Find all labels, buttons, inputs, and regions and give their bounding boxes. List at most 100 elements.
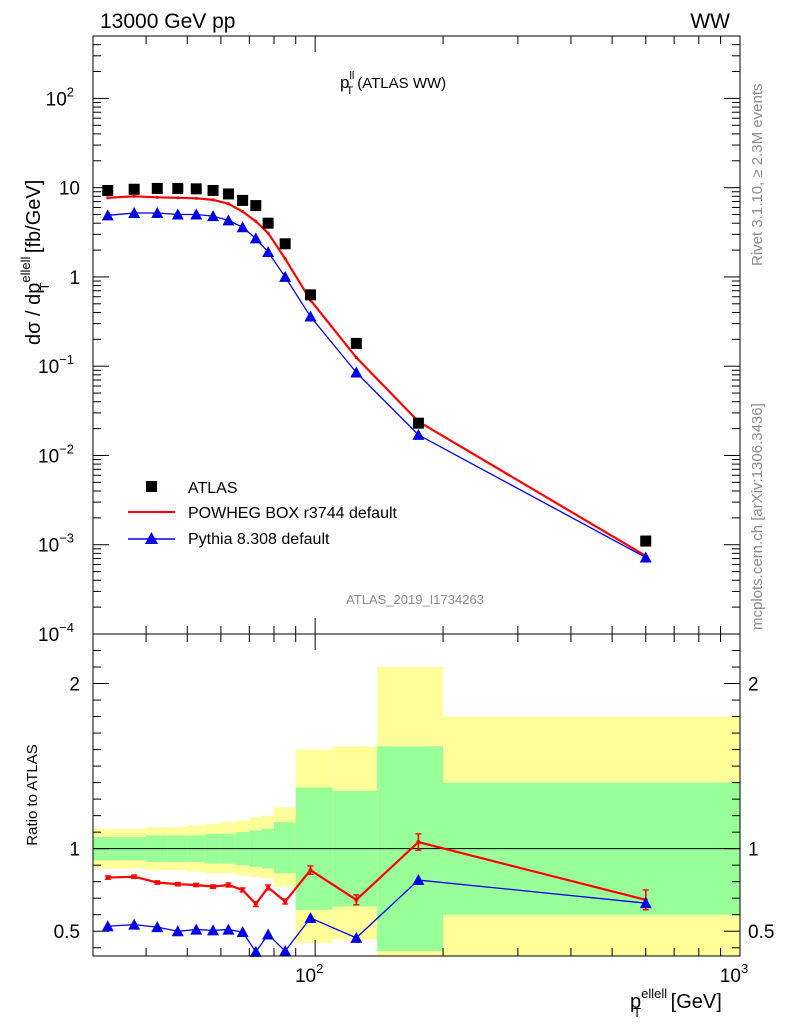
watermark: ATLAS_2019_I1734263: [346, 592, 484, 607]
legend-marker-atlas: [146, 481, 157, 492]
pythia-point: [350, 366, 363, 378]
x-tick-label: 103: [720, 961, 748, 987]
pythia-ratio-point: [639, 897, 652, 909]
powheg-point: [106, 196, 110, 200]
powheg-point: [211, 198, 215, 202]
pythia-ratio-point: [304, 912, 317, 924]
powheg-point: [132, 194, 136, 198]
pythia-point: [249, 232, 262, 244]
powheg-ratio-point: [308, 868, 313, 873]
powheg-point: [241, 209, 245, 214]
legend-label-pythia: Pythia 8.308 default: [188, 531, 330, 548]
pythia-ratio-point: [128, 918, 141, 930]
pythia-point: [171, 208, 184, 220]
atlas-point: [207, 184, 219, 196]
legend: ATLAS POWHEG BOX r3744 default Pythia 8.…: [128, 480, 398, 548]
powheg-ratio-point: [155, 880, 160, 885]
atlas-point: [250, 200, 262, 212]
powheg-ratio-point: [211, 884, 216, 889]
powheg-ratio-point: [194, 882, 199, 887]
powheg-point: [266, 231, 270, 235]
bottom-y-tick-label-left: 1: [69, 840, 80, 861]
pythia-ratio-point: [279, 945, 292, 957]
powheg-ratio-point: [132, 874, 137, 879]
pythia-ratio-point: [151, 921, 164, 933]
top-y-tick-label: 10−1: [38, 352, 74, 378]
atlas-point: [304, 289, 316, 301]
pythia-ratio-point: [236, 926, 249, 938]
pythia-point: [151, 207, 164, 219]
legend-label-powheg: POWHEG BOX r3744 default: [188, 505, 398, 522]
powheg-point: [194, 196, 198, 200]
header-left: 13000 GeV pp: [100, 10, 235, 33]
atlas-point: [640, 535, 652, 547]
pythia-point: [128, 207, 141, 219]
pythia-ratio-point: [171, 925, 184, 937]
powheg-point: [176, 196, 180, 200]
bottom-series: [101, 833, 652, 957]
pythia-ratio-point: [222, 923, 235, 935]
atlas-point: [172, 182, 184, 194]
atlas-point: [412, 417, 424, 429]
powheg-point: [354, 355, 358, 360]
atlas-point: [279, 238, 291, 250]
powheg-ratio-point: [175, 882, 180, 887]
top-y-tick-label: 10−3: [38, 531, 74, 557]
pythia-ratio-point: [190, 923, 203, 935]
powheg-ratio-point: [266, 885, 271, 890]
top-y-tick-label: 102: [46, 84, 74, 110]
powheg-ratio-point: [416, 840, 421, 845]
pythia-ratio-point: [249, 945, 262, 957]
atlas-point: [151, 182, 163, 194]
x-tick-labels: 102 103: [295, 961, 748, 987]
pythia-point: [279, 270, 292, 282]
bottom-y-axis-label: Ratio to ATLAS: [24, 744, 41, 845]
x-axis-label: pellell T [GeV]: [630, 986, 722, 1020]
rivet-label: Rivet 3.1.10, ≥ 2.3M events: [749, 84, 766, 267]
plot-title: pll T (ATLAS WW): [340, 70, 446, 97]
pythia-point: [639, 551, 652, 563]
uncertainty-bands: [93, 667, 740, 956]
bottom-y-tick-label-right: 0.5: [748, 922, 774, 943]
top-y-tick-label: 10: [59, 179, 80, 200]
x-tick-label: 102: [295, 961, 323, 987]
pythia-point: [236, 221, 249, 233]
powheg-ratio-point: [226, 882, 231, 887]
bottom-y-tick-label-left: 2: [69, 675, 80, 696]
pythia-ratio-point: [207, 924, 220, 936]
powheg-point: [254, 219, 258, 223]
header-right: WW: [690, 10, 730, 33]
pythia-point: [101, 209, 114, 221]
atlas-point: [190, 183, 202, 195]
atlas-point: [262, 217, 274, 229]
bottom-y-tick-labels: 0.5 0.5 1 1 2 2: [54, 675, 775, 944]
powheg-point: [226, 202, 231, 206]
bottom-panel-frame: [92, 633, 741, 957]
top-axis-ticks: [92, 35, 741, 635]
pythia-point: [222, 214, 235, 226]
atlas-point: [222, 188, 234, 200]
top-y-tick-labels: 10−4 10−3 10−2 10−1 1 10 102: [38, 84, 80, 646]
bottom-y-tick-label-left: 0.5: [54, 922, 80, 943]
top-y-tick-label: 1: [69, 268, 80, 289]
legend-label-atlas: ATLAS: [188, 480, 238, 497]
bottom-y-tick-label-right: 1: [748, 840, 759, 861]
top-y-tick-label: 10−4: [38, 620, 74, 646]
pythia-ratio-point: [262, 928, 275, 940]
legend-marker-pythia: [145, 532, 158, 544]
powheg-point: [283, 257, 287, 261]
band-inner: [273, 822, 296, 874]
top-y-axis-label: dσ / dpellellT [fb/GeV]: [18, 180, 52, 345]
pythia-ratio-point: [412, 874, 425, 886]
pythia-point: [262, 246, 275, 258]
atlas-point: [350, 337, 362, 349]
pythia-ratio-point: [350, 931, 363, 943]
top-series: [101, 182, 652, 563]
mcplots-label: mcplots.cern.ch [arXiv:1306.3436]: [749, 403, 766, 630]
bottom-axis-ticks: [92, 634, 741, 956]
top-y-tick-label: 10−2: [38, 441, 74, 467]
bottom-y-tick-label-right: 2: [748, 675, 759, 696]
pythia-point: [412, 428, 425, 440]
powheg-ratio-point: [354, 897, 359, 902]
